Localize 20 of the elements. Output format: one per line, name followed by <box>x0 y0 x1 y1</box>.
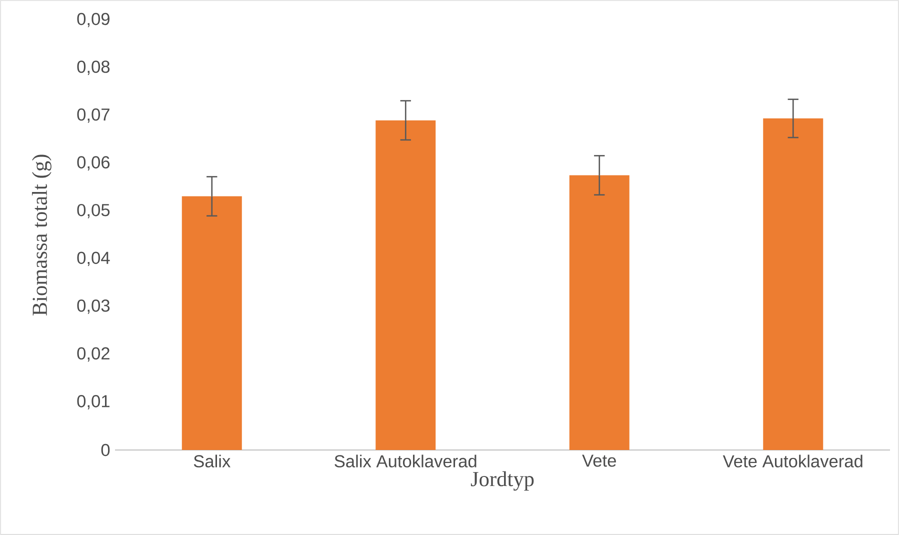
x-tick-label: Salix Autoklaverad <box>334 454 476 468</box>
y-tick-label: 0,02 <box>77 347 110 362</box>
y-tick-label: 0,03 <box>77 299 110 314</box>
y-tick-label: 0,06 <box>77 156 110 170</box>
y-tick-label: 0 <box>101 444 110 456</box>
bar <box>376 120 436 450</box>
x-axis-title: Jordtyp <box>470 471 534 491</box>
x-tick-label: Salix <box>194 454 230 468</box>
x-tick-label: Vete <box>582 454 616 467</box>
y-tick-label: 0,05 <box>77 204 110 218</box>
y-tick-label: 0,09 <box>77 12 110 28</box>
y-tick-label: 0,07 <box>77 108 110 123</box>
bar <box>182 196 242 450</box>
bar <box>569 175 630 450</box>
y-tick-label: 0,04 <box>77 252 110 266</box>
y-tick-label: 0,08 <box>77 60 110 75</box>
x-tick-label: Vete Autoklaverad <box>722 454 862 468</box>
y-axis-title: Biomassa totalt (g) <box>32 154 52 316</box>
bar <box>763 118 824 450</box>
y-tick-label: 0,01 <box>77 395 110 410</box>
